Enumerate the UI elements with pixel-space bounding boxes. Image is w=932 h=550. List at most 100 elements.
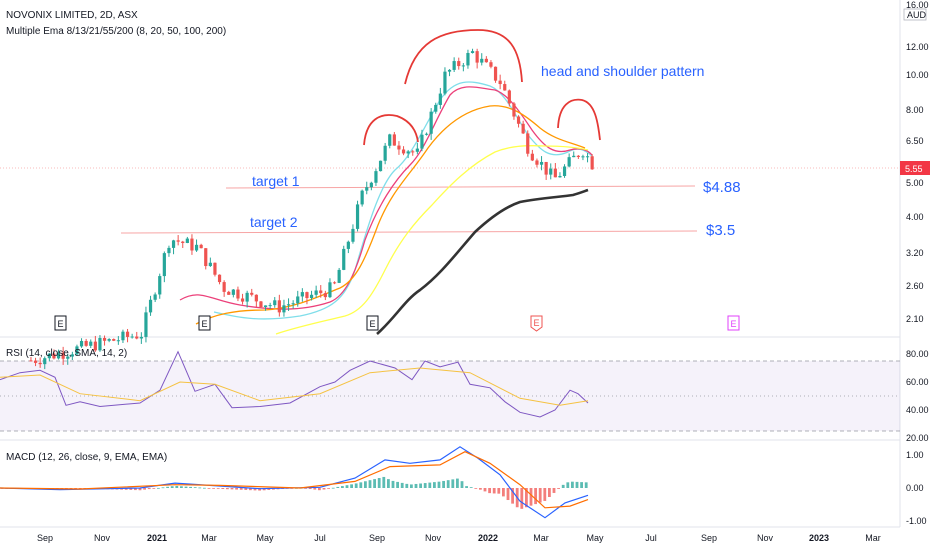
macd-histogram [0,476,588,509]
candle [415,148,419,152]
candle [585,156,590,158]
macd-hist-bar [548,488,551,498]
candle [369,182,373,188]
price2-label: $3.5 [706,222,735,239]
macd-hist-bar [134,488,137,491]
macd-hist-bar [124,488,128,490]
candle [392,134,396,146]
macd-hist-bar [244,488,248,490]
macd-hist-bar [193,487,197,489]
candle [470,51,475,53]
target1-label: target 1 [252,173,300,189]
candle [493,66,498,81]
macd-hist-bar [451,479,455,488]
macd-hist-bar [479,488,482,490]
pattern-label: head and shoulder pattern [541,63,704,79]
rsi-ma-line [0,367,589,406]
macd-hist-bar [561,484,565,488]
macd-hist-bar [143,488,146,490]
macd-hist-bar [543,488,547,501]
candle [342,248,346,270]
candle [213,262,217,275]
earnings-marker[interactable]: E [530,315,543,332]
candle [535,160,539,165]
macd-hist-bar [318,488,321,491]
macd-hist-bar [354,483,358,488]
macd-hist-bar [207,488,211,489]
macd-tick: 1.00 [906,450,924,460]
candle [222,282,226,292]
candle [328,282,332,298]
time-tick: Nov [425,533,442,543]
macd-hist-bar [387,479,390,488]
candle [562,166,567,176]
candle [443,71,447,94]
macd-hist-bar [239,488,243,490]
candle [263,305,268,308]
candle [107,339,111,341]
macd-hist-bar [129,488,133,490]
candle [33,360,38,363]
currency-box[interactable] [903,8,927,21]
price-tick: 2.60 [906,281,924,291]
macd-hist-bar [410,484,413,488]
time-tick: Mar [201,533,217,543]
candles [29,48,594,370]
price-tick: 2.10 [906,314,924,324]
candle [135,336,139,339]
candle [167,247,171,254]
currency-label: AUD [907,10,927,20]
candle [351,228,355,242]
rsi-title: RSI (14, close, SMA, 14, 2) [6,348,127,359]
candle [480,58,484,63]
signal-line [0,451,589,509]
candle [66,356,70,359]
earnings-marker[interactable]: E [366,315,379,331]
candle [291,303,295,305]
macd-hist-bar [442,480,445,488]
candle [530,153,534,161]
candle [526,133,530,154]
candle [93,341,97,351]
candle [374,171,378,183]
candle [277,300,281,313]
macd-hist-bar [147,488,151,490]
candle [346,241,350,249]
candle [171,240,176,248]
macd-hist-bar [419,483,422,488]
earnings-letter: E [369,319,375,329]
candle [521,123,525,134]
candle [314,290,318,295]
macd-hist-bar [552,488,556,493]
candle [43,358,47,365]
candle [332,282,337,284]
candle [420,134,424,149]
earnings-marker[interactable]: E [54,315,67,331]
macd-hist-bar [446,480,450,488]
candle [475,51,479,63]
candle [507,90,511,104]
macd-hist-bar [396,481,399,488]
macd-hist-bar [313,488,317,490]
macd-hist-bar [226,488,229,490]
macd-hist-bar [180,486,183,488]
earnings-letter: E [533,318,539,328]
candle [199,244,203,249]
candle [461,65,465,67]
earnings-letter: E [201,319,207,329]
candle [144,312,148,337]
macd-hist-bar [538,488,542,503]
macd-hist-bar [308,488,312,490]
price-tick: 10.00 [906,70,929,80]
ema200-line [376,188,589,335]
time-tick: Jul [645,533,657,543]
candle [176,240,180,242]
candle [70,354,74,357]
macd-hist-bar [341,486,344,488]
candle [273,300,277,306]
candle [581,156,585,158]
macd-hist-bar [189,486,192,488]
earnings-marker[interactable]: E [198,315,211,331]
earnings-marker-future[interactable]: E [727,315,740,331]
price1-label: $4.88 [703,179,741,196]
